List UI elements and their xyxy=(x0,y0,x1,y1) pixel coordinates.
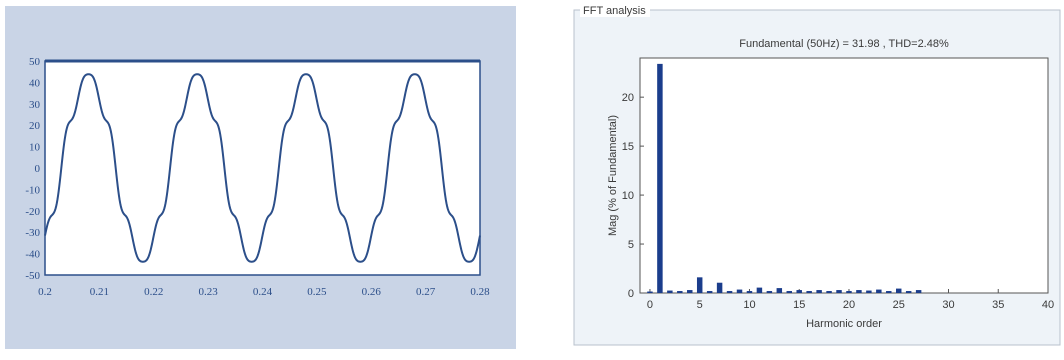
x-tick-label: 10 xyxy=(743,299,755,311)
x-tick-label: 0.2 xyxy=(38,286,52,298)
bar xyxy=(716,282,723,293)
x-tick-label: 0.24 xyxy=(253,286,273,298)
bar xyxy=(696,277,703,293)
x-tick-label: 40 xyxy=(1042,299,1054,311)
x-tick-label: 0.26 xyxy=(362,286,382,298)
bar xyxy=(876,289,882,293)
bar xyxy=(706,291,713,293)
bar xyxy=(746,291,753,293)
y-tick-label: 30 xyxy=(29,99,41,111)
x-tick-label: 20 xyxy=(843,299,855,311)
y-tick-label: 50 xyxy=(29,56,41,68)
bar xyxy=(816,290,822,293)
bar xyxy=(915,290,922,293)
x-tick-label: 0.27 xyxy=(416,286,436,298)
y-tick-label: 0 xyxy=(35,163,41,175)
y-tick-label: -10 xyxy=(25,184,40,196)
y-tick-label: -40 xyxy=(25,249,40,261)
fft-chart: FFT analysis Fundamental (50Hz) = 31.98 ,… xyxy=(570,0,1064,355)
bar xyxy=(856,290,862,293)
x-tick-label: 0 xyxy=(647,299,653,311)
x-tick-label: 25 xyxy=(893,299,905,311)
y-tick-label: 5 xyxy=(628,239,634,251)
y-tick-label: 10 xyxy=(29,142,41,154)
waveform-chart-panel: 50 40 30 20 10 0 -10 -20 -30 -40 -50 0.2 0.21 0.22 0.2… xyxy=(5,6,516,349)
waveform-chart: 50 40 30 20 10 0 -10 -20 -30 -40 -50 0.2 0.21 0.22 0.2… xyxy=(5,6,516,349)
series-line xyxy=(44,73,481,263)
y-tick-label: 20 xyxy=(622,92,634,104)
bar xyxy=(866,290,872,293)
bar xyxy=(776,288,783,293)
bar xyxy=(766,291,773,293)
bar xyxy=(687,290,693,293)
plot-area xyxy=(44,60,481,276)
chart-title: Fundamental (50Hz) = 31.98 , THD=2.48% xyxy=(739,38,949,50)
bar xyxy=(846,291,852,293)
panel-label-bg xyxy=(580,3,650,17)
bar xyxy=(647,291,653,293)
bar xyxy=(896,288,902,293)
bar xyxy=(886,291,892,293)
x-tick-label: 0.22 xyxy=(144,286,163,298)
y-tick-label: 10 xyxy=(622,190,634,202)
bar xyxy=(905,291,912,293)
x-tick-label: 0.28 xyxy=(470,286,490,298)
x-tick-label: 15 xyxy=(793,299,805,311)
bar xyxy=(736,289,743,293)
y-tick-label: 0 xyxy=(628,288,634,300)
y-tick-label: 20 xyxy=(29,120,41,132)
bar xyxy=(796,290,802,293)
bar xyxy=(756,287,763,293)
x-tick-label: 0.25 xyxy=(307,286,327,298)
bar xyxy=(667,290,673,293)
y-tick-label: -50 xyxy=(25,270,40,282)
x-tick-label: 35 xyxy=(992,299,1004,311)
y-axis-label: Mag (% of Fundamental) xyxy=(607,115,619,236)
x-tick-label: 0.23 xyxy=(199,286,219,298)
x-axis-label: Harmonic order xyxy=(806,318,882,330)
y-tick-label: -20 xyxy=(25,206,40,218)
bar xyxy=(726,291,733,293)
x-tick-label: 30 xyxy=(942,299,954,311)
bar xyxy=(677,291,683,293)
bar xyxy=(657,63,663,294)
y-tick-label: 15 xyxy=(622,141,634,153)
fft-plot-area xyxy=(639,57,1049,294)
fft-analysis-panel: FFT analysis Fundamental (50Hz) = 31.98 ,… xyxy=(570,0,1064,355)
y-tick-label: -30 xyxy=(25,227,40,239)
x-tick-label: 5 xyxy=(697,299,703,311)
bar xyxy=(826,291,832,293)
bar xyxy=(806,291,812,293)
panel-label: FFT analysis xyxy=(583,5,646,17)
y-tick-label: 40 xyxy=(29,77,41,89)
bar xyxy=(786,291,792,293)
bar xyxy=(836,290,842,293)
x-tick-label: 0.21 xyxy=(90,286,109,298)
